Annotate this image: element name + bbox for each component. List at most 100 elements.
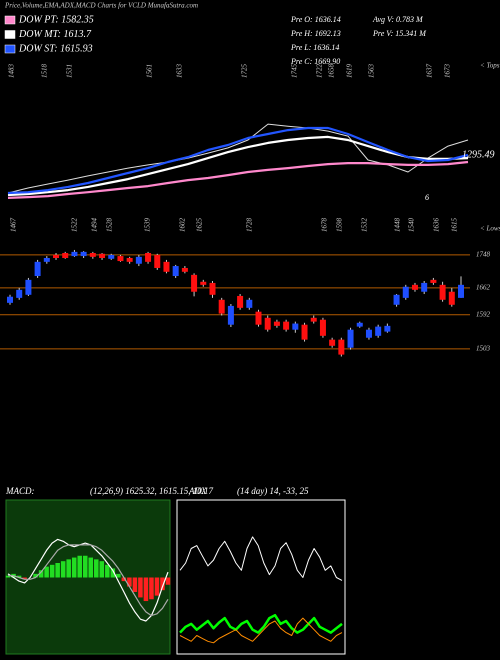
histogram-bar — [143, 577, 149, 602]
histogram-bar — [154, 577, 160, 596]
series-line — [7, 160, 469, 199]
adx-title: ADX — [188, 486, 207, 496]
top-label: 1483 — [8, 64, 16, 79]
candle-body — [71, 251, 78, 257]
top-label: 1722 — [316, 64, 324, 79]
legend-swatch — [4, 15, 16, 25]
top-label: 1619 — [346, 64, 354, 79]
macd-line — [8, 544, 169, 617]
top-label: 1518 — [41, 64, 49, 79]
info-text: Pre L: 1636.14 — [290, 43, 339, 52]
histogram-bar — [55, 563, 60, 578]
top-label: 1725 — [241, 64, 249, 79]
top-label: 1637 — [426, 64, 434, 79]
top-label: 1531 — [66, 64, 74, 78]
histogram-bar — [160, 577, 165, 591]
histogram-bar — [132, 577, 138, 592]
series-line — [179, 536, 343, 581]
histogram-bar — [88, 557, 94, 578]
candle-body — [154, 254, 161, 268]
low-label: 1678 — [321, 218, 329, 233]
low-label: 1636 — [433, 218, 441, 233]
candle-body — [430, 279, 437, 283]
histogram-bar — [99, 561, 105, 578]
tops-caption: < Tops — [480, 62, 500, 70]
candle-body — [89, 253, 96, 257]
histogram-bar — [94, 559, 99, 578]
candle-body — [375, 326, 382, 336]
candle-body — [218, 299, 225, 314]
candle-body — [80, 251, 87, 257]
low-label: 1494 — [91, 218, 99, 233]
candle-body — [99, 253, 106, 258]
macd-line — [7, 538, 169, 622]
candle-body — [338, 339, 345, 355]
candle-body — [264, 317, 271, 330]
candle-body — [181, 267, 188, 272]
info-text: Avg V: 0.783 M — [372, 15, 424, 24]
candle-body — [246, 299, 253, 308]
histogram-bar — [33, 573, 38, 578]
histogram-bar — [60, 561, 66, 578]
histogram-bar — [77, 555, 82, 578]
histogram-bar — [149, 577, 154, 600]
histogram-bar — [82, 555, 88, 578]
annotation: 6 — [425, 193, 429, 202]
legend-swatch — [4, 44, 16, 54]
histogram-bar — [165, 577, 171, 585]
candle-body — [200, 281, 207, 285]
candle-body — [347, 329, 354, 348]
histogram-bar — [49, 564, 55, 578]
candle-body — [135, 256, 142, 264]
candle-body — [43, 258, 50, 262]
candle-body — [411, 284, 418, 290]
low-label: 1598 — [336, 218, 344, 233]
candle-body — [34, 261, 41, 277]
low-label: 1528 — [106, 218, 114, 233]
top-label: 1561 — [146, 64, 154, 78]
candle-body — [126, 258, 133, 262]
histogram-bar — [38, 570, 44, 578]
low-label: 1625 — [196, 218, 204, 233]
candle-body — [108, 254, 115, 259]
histogram-bar — [110, 568, 116, 578]
candle-body — [458, 284, 464, 298]
candle-body — [310, 317, 317, 322]
low-label: 1522 — [71, 218, 79, 233]
histogram-bar — [22, 577, 27, 580]
candle-body — [191, 274, 198, 292]
candle-body — [329, 339, 336, 346]
top-label: 1563 — [368, 64, 376, 79]
histogram-bar — [127, 577, 132, 587]
candle-body — [227, 305, 234, 325]
candle-body — [209, 282, 216, 295]
candle-body — [25, 279, 32, 295]
info-text: Pre H: 1692.13 — [290, 29, 341, 38]
top-label: 1745 — [291, 64, 299, 79]
low-label: 1539 — [144, 218, 152, 233]
candle-body — [16, 289, 23, 298]
series-line — [179, 617, 343, 644]
low-label: 1532 — [361, 218, 369, 233]
histogram-bar — [44, 566, 49, 578]
candle-body — [62, 253, 69, 258]
low-label: 1540 — [408, 218, 416, 233]
legend-label: DOW ST: 1615.93 — [18, 43, 93, 54]
low-label: 1602 — [179, 218, 187, 233]
macd-title: MACD: — [5, 486, 35, 496]
info-text: Pre V: 15.341 M — [372, 29, 427, 38]
legend-label: DOW PT: 1582.35 — [18, 14, 94, 25]
candle-body — [292, 323, 299, 330]
candle-body — [421, 282, 428, 292]
candle-body — [172, 266, 179, 277]
y-tick-label: 1662 — [476, 284, 491, 292]
histogram-bar — [138, 577, 143, 598]
histogram-bar — [71, 557, 77, 578]
adx-subtitle: (14 day) 14, -33, 25 — [237, 486, 309, 496]
histogram-bar — [5, 575, 11, 578]
series-line — [7, 126, 469, 195]
histogram-bar — [121, 577, 127, 582]
macd-subtitle: (12,26,9) 1625.32, 1615.15, 10.17 — [90, 486, 213, 496]
histogram-bar — [116, 573, 121, 578]
legend-swatch — [4, 30, 16, 39]
